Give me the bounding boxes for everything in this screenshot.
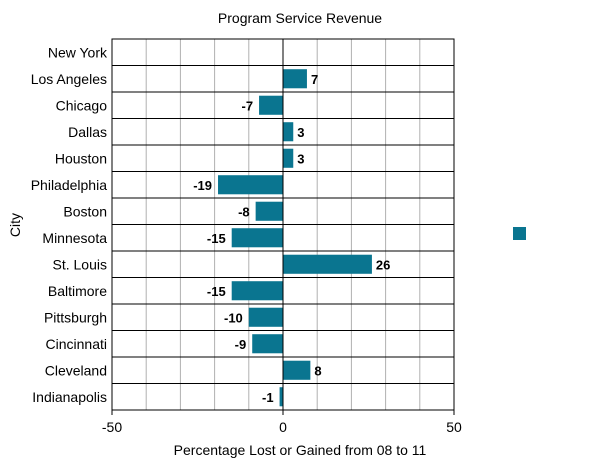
data-label: 26 [376, 257, 390, 272]
bar [252, 334, 283, 354]
x-tick-label: 0 [279, 419, 287, 435]
category-label: Chicago [56, 97, 108, 113]
x-tick-label: -50 [102, 419, 122, 435]
data-label: -1 [262, 390, 274, 405]
bar [283, 69, 307, 89]
chart-title: Program Service Revenue [218, 10, 382, 26]
category-label: Minnesota [42, 230, 107, 246]
bar [248, 307, 283, 327]
bar [231, 281, 283, 301]
category-label: Philadelphia [31, 177, 107, 193]
category-label: Los Angeles [31, 71, 107, 87]
bar [279, 387, 283, 407]
data-label: 3 [297, 151, 304, 166]
y-axis-label: City [7, 213, 23, 237]
bar [231, 228, 283, 248]
data-label: -19 [193, 178, 212, 193]
bar [283, 122, 294, 142]
category-label: Pittsburgh [44, 309, 107, 325]
data-label: -8 [238, 204, 250, 219]
data-label: -10 [224, 310, 243, 325]
data-label: 7 [311, 72, 318, 87]
category-label: Dallas [68, 124, 107, 140]
bar [283, 148, 294, 168]
category-label: Cincinnati [46, 336, 107, 352]
legend-swatch [513, 227, 526, 240]
x-axis-label: Percentage Lost or Gained from 08 to 11 [174, 442, 427, 458]
category-label: Boston [63, 203, 107, 219]
x-tick-label: 50 [446, 419, 462, 435]
category-label: Houston [55, 150, 107, 166]
bar [283, 254, 372, 274]
bar [283, 360, 311, 380]
bar [255, 201, 283, 221]
data-label: -15 [207, 284, 226, 299]
category-label: Cleveland [45, 362, 107, 378]
category-label: Baltimore [48, 283, 107, 299]
data-label: -15 [207, 231, 226, 246]
category-label: Indianapolis [32, 389, 107, 405]
data-label: 8 [314, 363, 321, 378]
data-label: -7 [241, 98, 253, 113]
bar [259, 95, 283, 115]
category-label: New York [48, 44, 108, 60]
data-label: -9 [235, 337, 247, 352]
category-label: St. Louis [53, 256, 107, 272]
bar [218, 175, 283, 195]
data-label: 3 [297, 125, 304, 140]
